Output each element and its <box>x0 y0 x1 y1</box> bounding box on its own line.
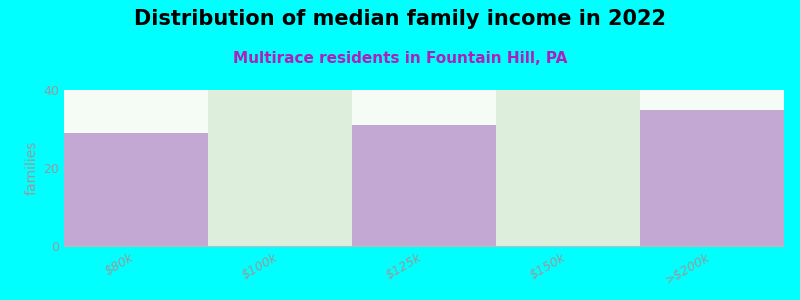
Y-axis label: families: families <box>25 141 39 195</box>
Text: Distribution of median family income in 2022: Distribution of median family income in … <box>134 9 666 29</box>
Bar <box>496 90 640 246</box>
Bar <box>352 125 496 246</box>
Bar <box>640 110 784 246</box>
Bar <box>64 133 208 246</box>
Bar <box>208 90 352 246</box>
Text: Multirace residents in Fountain Hill, PA: Multirace residents in Fountain Hill, PA <box>233 51 567 66</box>
